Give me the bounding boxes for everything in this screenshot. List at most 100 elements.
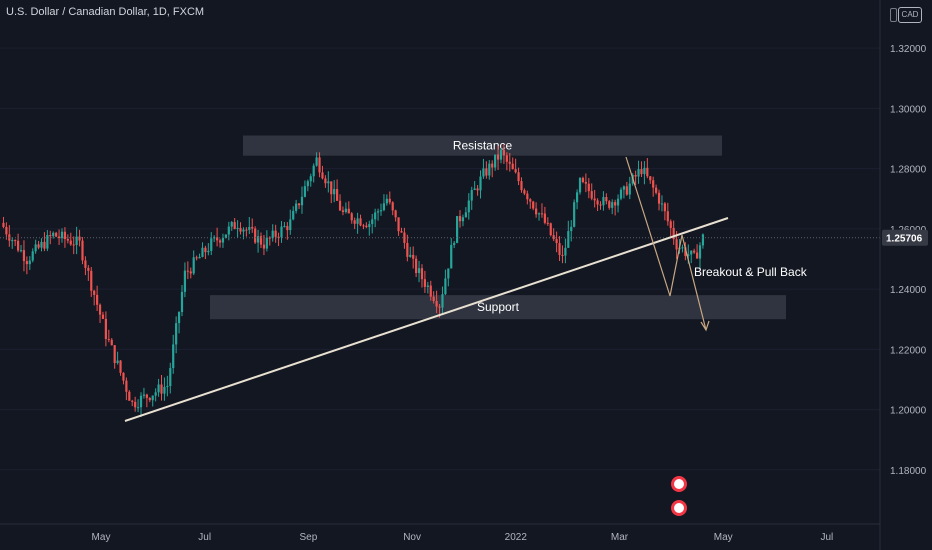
lock-icon[interactable] xyxy=(890,8,897,22)
candle-body xyxy=(125,380,128,392)
candle-body xyxy=(198,256,201,259)
candle-body xyxy=(564,247,567,256)
candle-body xyxy=(66,238,69,241)
candle-body xyxy=(614,202,617,206)
candles-layer xyxy=(2,144,705,417)
candle-body xyxy=(400,231,403,233)
candle-body xyxy=(183,270,187,292)
candle-body xyxy=(330,181,333,195)
candle-body xyxy=(230,222,233,227)
candle-body xyxy=(239,227,242,232)
candle-body xyxy=(113,345,116,364)
candle-body xyxy=(403,232,406,243)
time-tick-label: Sep xyxy=(300,532,318,543)
candle-body xyxy=(350,213,353,221)
candle-body xyxy=(34,244,37,252)
candle-body xyxy=(318,157,321,173)
candle-body xyxy=(570,226,573,232)
candle-body xyxy=(488,163,491,176)
currency-badge[interactable]: CAD xyxy=(898,7,922,23)
candle-body xyxy=(166,386,169,388)
candle-body xyxy=(186,270,189,272)
candle-body xyxy=(652,180,655,188)
candle-body xyxy=(374,212,377,220)
candle-body xyxy=(616,198,620,206)
candle-body xyxy=(476,188,479,191)
time-axis[interactable]: May Jul Sep Nov 2022 Mar May Jul xyxy=(0,523,880,543)
candle-body xyxy=(693,250,696,253)
time-tick-label: Mar xyxy=(611,532,629,543)
candle-body xyxy=(40,241,43,248)
candle-body xyxy=(163,386,166,394)
canada-flag-icon-inner xyxy=(674,479,684,489)
candle-body xyxy=(254,228,257,243)
candle-body xyxy=(420,268,424,280)
candle-body xyxy=(78,236,81,241)
candle-body xyxy=(175,323,178,345)
price-tick-label: 1.18000 xyxy=(890,466,927,477)
candle-body xyxy=(643,167,646,175)
price-axis[interactable]: 1.320001.300001.280001.260001.240001.220… xyxy=(879,0,928,550)
candle-body xyxy=(655,187,658,193)
candle-body xyxy=(602,197,605,206)
candle-body xyxy=(201,247,204,257)
candle-body xyxy=(128,391,131,401)
candle-body xyxy=(450,244,453,269)
time-tick-label: May xyxy=(92,532,111,543)
price-tick-label: 1.28000 xyxy=(890,165,927,176)
candle-body xyxy=(96,294,99,305)
candle-body xyxy=(101,314,105,319)
candle-body xyxy=(485,168,488,176)
candle-body xyxy=(148,397,151,401)
candle-body xyxy=(134,401,137,408)
price-tick-label: 1.22000 xyxy=(890,345,927,356)
candle-body xyxy=(458,216,462,222)
candle-body xyxy=(608,201,611,208)
candle-body xyxy=(634,174,637,177)
candle-body xyxy=(535,208,538,215)
candle-body xyxy=(271,230,274,239)
candle-body xyxy=(611,202,614,208)
candle-body xyxy=(578,178,582,193)
candle-body xyxy=(286,226,289,231)
candle-body xyxy=(435,301,438,307)
ascending-trendline xyxy=(124,217,729,422)
candle-body xyxy=(46,235,49,249)
candle-body xyxy=(362,225,365,227)
last-price-label: 1.25706 xyxy=(886,234,923,245)
candle-body xyxy=(336,189,339,201)
candle-body xyxy=(338,200,342,211)
candle-body xyxy=(593,198,596,201)
candle-body xyxy=(625,186,628,195)
candle-body xyxy=(221,237,225,243)
candle-body xyxy=(409,254,412,257)
chart-title: U.S. Dollar / Canadian Dollar, 1D, FXCM xyxy=(6,6,205,18)
candle-body xyxy=(216,237,219,241)
candle-body xyxy=(60,231,64,239)
candle-body xyxy=(145,394,148,398)
candle-body xyxy=(523,190,526,194)
candle-body xyxy=(681,247,684,249)
candle-body xyxy=(248,226,251,230)
candle-body xyxy=(57,236,61,239)
candle-body xyxy=(262,244,266,249)
candle-body xyxy=(514,169,517,173)
candle-body xyxy=(280,226,283,238)
candle-body xyxy=(684,247,687,256)
candle-body xyxy=(63,231,67,239)
candle-body xyxy=(224,234,227,238)
candle-body xyxy=(379,210,383,212)
candle-body xyxy=(55,232,58,237)
candle-body xyxy=(157,384,160,393)
candle-body xyxy=(368,224,371,228)
candle-body xyxy=(596,200,599,205)
candle-body xyxy=(622,186,626,190)
candle-body xyxy=(511,163,514,170)
candle-body xyxy=(640,169,643,175)
candle-body xyxy=(131,400,134,402)
candle-body xyxy=(675,239,678,250)
price-tick-label: 1.30000 xyxy=(890,104,927,115)
projection-path xyxy=(625,156,707,331)
candle-body xyxy=(698,245,702,259)
